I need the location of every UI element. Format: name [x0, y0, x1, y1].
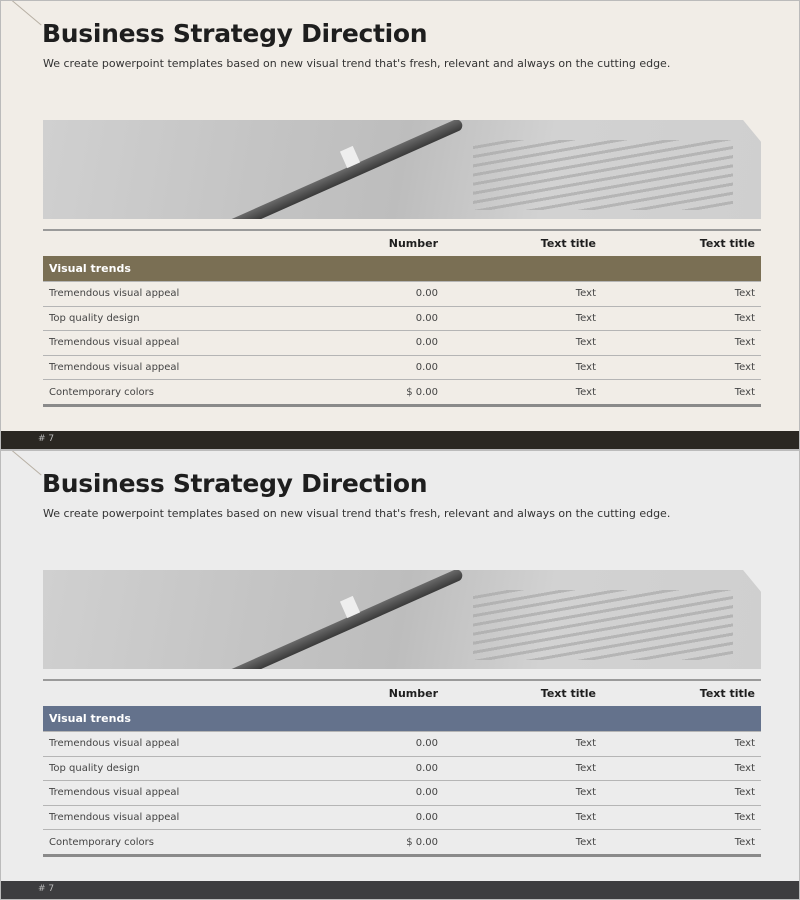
table-cell: Text — [575, 762, 596, 774]
table-cell: 0.00 — [415, 812, 438, 824]
table-cell: Tremendous visual appeal — [49, 787, 180, 799]
chart-lines-image — [473, 140, 733, 210]
table-cell: Text — [575, 288, 596, 300]
column-header: Number — [388, 237, 438, 250]
table-cell: 0.00 — [415, 762, 438, 774]
slide-title: Business Strategy Direction — [42, 19, 428, 48]
table-cell: Text — [734, 312, 755, 324]
table-row: Tremendous visual appeal 0.00 Text Text — [43, 804, 761, 830]
table-cell: 0.00 — [415, 787, 438, 799]
table-header: Number Text title Text title — [43, 681, 761, 706]
table-cell: 0.00 — [415, 312, 438, 324]
data-table: Number Text title Text title Visual trends… — [43, 679, 761, 857]
table-cell: 0.00 — [415, 738, 438, 750]
table-row: Tremendous visual appeal 0.00 Text Text — [43, 731, 761, 756]
table-cell: Tremendous visual appeal — [49, 362, 180, 374]
slide-subtitle: We create powerpoint templates based on … — [43, 57, 671, 70]
table-row: Tremendous visual appeal 0.00 Text Text — [43, 354, 761, 380]
slide-title: Business Strategy Direction — [42, 469, 428, 498]
table-cell: Tremendous visual appeal — [49, 337, 180, 349]
column-header: Text title — [699, 237, 755, 250]
table-row: Top quality design 0.00 Text Text — [43, 755, 761, 781]
table-cell: Tremendous visual appeal — [49, 738, 180, 750]
table-cell: 0.00 — [415, 288, 438, 300]
column-header: Text title — [699, 687, 755, 700]
table-cell: Text — [734, 762, 755, 774]
table-cell: Text — [575, 386, 596, 398]
table-cell: Text — [734, 386, 755, 398]
table-cell: Text — [734, 337, 755, 349]
table-cell: Text — [734, 738, 755, 750]
table-cell: Text — [575, 787, 596, 799]
table-cell: $ 0.00 — [406, 386, 438, 398]
chart-lines-image — [473, 590, 733, 660]
column-header: Number — [388, 687, 438, 700]
pen-document-photo — [43, 120, 761, 219]
page-number: # 7 — [38, 434, 55, 444]
footer-bar: # 7 — [1, 881, 799, 899]
slide-subtitle: We create powerpoint templates based on … — [43, 507, 671, 520]
table-row: Contemporary colors $ 0.00 Text Text — [43, 379, 761, 404]
column-header: Text title — [540, 687, 596, 700]
table-cell: Text — [734, 836, 755, 848]
pen-image — [221, 570, 465, 669]
table-cell: Text — [575, 337, 596, 349]
table-cell: Text — [734, 787, 755, 799]
table-cell: Text — [734, 288, 755, 300]
slide: Business Strategy Direction We create po… — [0, 0, 800, 450]
column-header: Text title — [540, 237, 596, 250]
section-band: Visual trends — [43, 256, 761, 281]
table-cell: 0.00 — [415, 362, 438, 374]
table-cell: Contemporary colors — [49, 836, 154, 848]
table-cell: Text — [575, 836, 596, 848]
table-cell: Top quality design — [49, 312, 140, 324]
decorative-line — [10, 451, 42, 476]
table-cell: Text — [734, 362, 755, 374]
table-cell: Text — [575, 738, 596, 750]
pen-image — [221, 120, 465, 219]
table-cell: Contemporary colors — [49, 386, 154, 398]
table-cell: Text — [734, 812, 755, 824]
table-cell: Top quality design — [49, 762, 140, 774]
pen-document-photo — [43, 570, 761, 669]
slide: Business Strategy Direction We create po… — [0, 450, 800, 900]
table-header: Number Text title Text title — [43, 231, 761, 256]
table-row: Top quality design 0.00 Text Text — [43, 305, 761, 331]
table-cell: Tremendous visual appeal — [49, 288, 180, 300]
table-cell: $ 0.00 — [406, 836, 438, 848]
table-row: Contemporary colors $ 0.00 Text Text — [43, 829, 761, 854]
table-cell: Text — [575, 312, 596, 324]
table-cell: Text — [575, 812, 596, 824]
data-table: Number Text title Text title Visual trends… — [43, 229, 761, 407]
footer-bar: # 7 — [1, 431, 799, 449]
table-cell: Tremendous visual appeal — [49, 812, 180, 824]
page-number: # 7 — [38, 884, 55, 894]
table-cell: 0.00 — [415, 337, 438, 349]
table-row: Tremendous visual appeal 0.00 Text Text — [43, 281, 761, 306]
decorative-line — [10, 1, 42, 26]
section-band: Visual trends — [43, 706, 761, 731]
table-row: Tremendous visual appeal 0.00 Text Text — [43, 780, 761, 805]
table-cell: Text — [575, 362, 596, 374]
table-row: Tremendous visual appeal 0.00 Text Text — [43, 330, 761, 355]
